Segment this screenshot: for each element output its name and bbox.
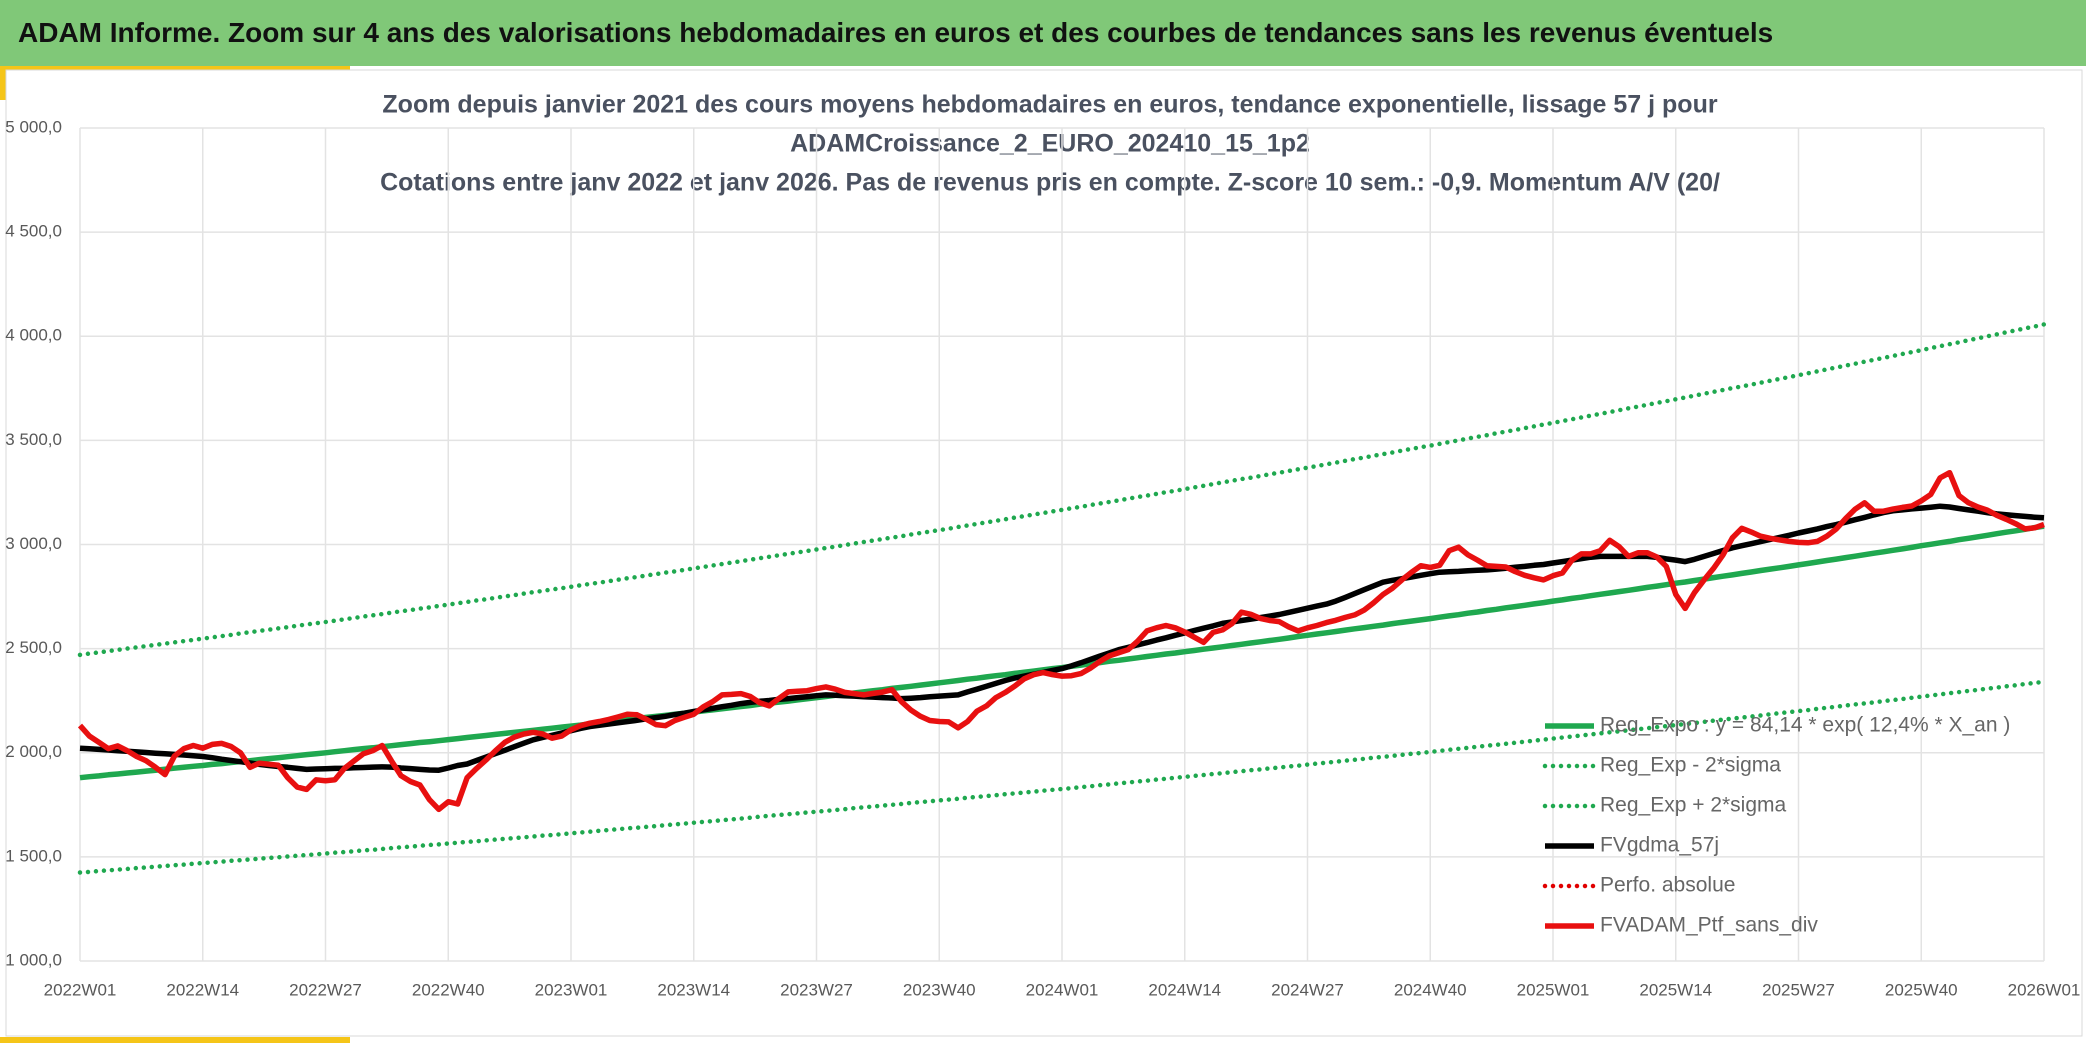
x-tick-label: 2025W27 — [1762, 980, 1835, 999]
header-bar: ADAM Informe. Zoom sur 4 ans des valoris… — [0, 0, 2086, 66]
y-tick-label: 3 500,0 — [5, 430, 62, 449]
series-line — [77, 322, 2047, 658]
y-tick-label: 2 000,0 — [5, 742, 62, 761]
x-tick-label: 2024W40 — [1394, 980, 1467, 999]
series-line — [77, 469, 2045, 813]
series-line — [79, 503, 2045, 773]
series-line — [77, 679, 2047, 875]
chart-title: Cotations entre janv 2022 et janv 2026. … — [380, 169, 1720, 197]
legend-label: Reg_Exp + 2*sigma — [1600, 794, 1787, 817]
y-tick-label: 4 000,0 — [5, 326, 62, 345]
y-tick-label: 1 500,0 — [5, 846, 62, 865]
legend-label: FVgdma_57j — [1600, 834, 1719, 857]
chart: Zoom depuis janvier 2021 des cours moyen… — [0, 66, 2083, 1043]
chart-frame — [5, 69, 2083, 1037]
x-tick-label: 2026W01 — [2008, 980, 2081, 999]
legend-label: Reg_Expo : y = 84,14 * exp( 12,4% * X_an… — [1600, 714, 2010, 737]
x-tick-label: 2023W01 — [535, 980, 608, 999]
y-tick-label: 1 000,0 — [5, 950, 62, 969]
x-tick-label: 2024W27 — [1271, 980, 1344, 999]
legend-label: Perfo. absolue — [1600, 874, 1735, 897]
y-tick-label: 2 500,0 — [5, 638, 62, 657]
chart-title: Zoom depuis janvier 2021 des cours moyen… — [382, 91, 1717, 119]
x-tick-label: 2024W01 — [1026, 980, 1099, 999]
accent — [0, 1037, 350, 1043]
x-tick-label: 2022W14 — [166, 980, 239, 999]
accent — [0, 66, 350, 70]
x-tick-label: 2022W01 — [44, 980, 117, 999]
x-tick-label: 2025W14 — [1639, 980, 1712, 999]
accent — [0, 66, 6, 100]
y-tick-label: 3 000,0 — [5, 534, 62, 553]
x-tick-label: 2022W27 — [289, 980, 362, 999]
chart-title: ADAMCroissance_2_EURO_202410_15_1p2 — [790, 130, 1310, 158]
y-tick-label: 4 500,0 — [5, 222, 62, 241]
y-tick-label: 5 000,0 — [5, 117, 62, 136]
header-title: ADAM Informe. Zoom sur 4 ans des valoris… — [18, 17, 1774, 48]
x-tick-label: 2023W14 — [657, 980, 730, 999]
legend-label: FVADAM_Ptf_sans_div — [1600, 914, 1818, 937]
x-tick-label: 2022W40 — [412, 980, 485, 999]
x-tick-label: 2023W40 — [903, 980, 976, 999]
x-tick-label: 2023W27 — [780, 980, 853, 999]
x-tick-label: 2024W14 — [1148, 980, 1221, 999]
x-tick-label: 2025W01 — [1517, 980, 1590, 999]
x-tick-label: 2025W40 — [1885, 980, 1958, 999]
legend-label: Reg_Exp - 2*sigma — [1600, 754, 1781, 777]
